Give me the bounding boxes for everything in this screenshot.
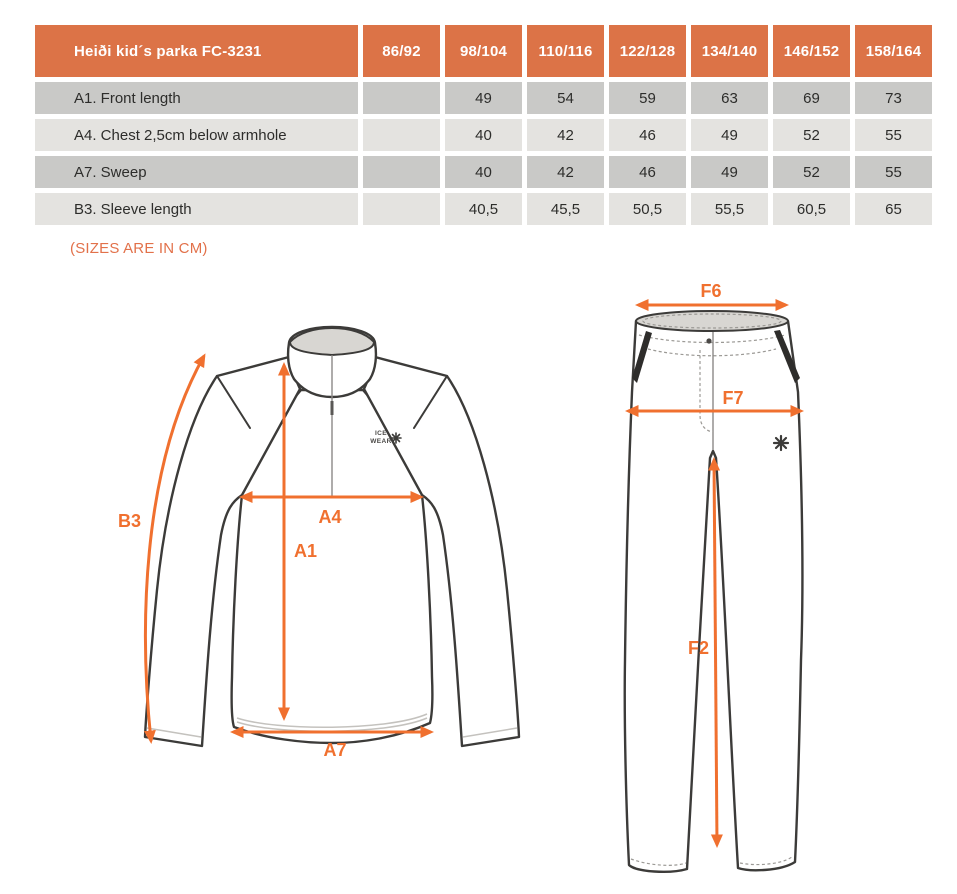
pants-diagram: F6 F7 F2	[623, 281, 804, 873]
value-cell: 60,5	[773, 193, 850, 225]
column-header: 98/104	[445, 25, 522, 77]
measure-arrow-b3	[143, 353, 206, 744]
snowflake-icon	[390, 432, 402, 444]
value-cell: 55	[855, 156, 932, 188]
measure-arrow-f2	[708, 457, 723, 848]
pocket-right	[774, 330, 800, 383]
brand-logo-text: ICE	[375, 430, 387, 437]
value-cell: 49	[691, 156, 768, 188]
pocket-left	[632, 331, 652, 383]
waist-stitch	[642, 313, 782, 329]
value-cell	[363, 82, 440, 114]
value-cell: 55	[855, 119, 932, 151]
units-note: (SIZES ARE IN CM)	[70, 240, 208, 257]
measure-label-b3: B3	[118, 511, 141, 531]
value-cell: 40	[445, 156, 522, 188]
brand-logo-text: WEAR	[370, 438, 391, 445]
shoulder-seam-right	[413, 375, 448, 429]
value-cell: 49	[691, 119, 768, 151]
row-label: B3. Sleeve length	[35, 193, 358, 225]
shirt-diagram: ICE WEAR B3 A4 A1 A7	[118, 325, 521, 760]
cuff-stitch-right	[462, 727, 518, 738]
measure-label-a7: A7	[323, 740, 346, 760]
value-cell: 55,5	[691, 193, 768, 225]
waist-opening	[635, 310, 789, 332]
shoulder-seam-left	[216, 375, 251, 429]
value-cell: 59	[609, 82, 686, 114]
waist-button	[706, 338, 712, 344]
value-cell: 46	[609, 119, 686, 151]
column-header: 134/140	[691, 25, 768, 77]
table-title: Heiði kid´s parka FC-3231	[35, 25, 358, 77]
value-cell: 50,5	[609, 193, 686, 225]
size-table: Heiði kid´s parka FC-3231 86/92 98/104 1…	[35, 25, 932, 225]
value-cell: 45,5	[527, 193, 604, 225]
column-header: 86/92	[363, 25, 440, 77]
column-header: 122/128	[609, 25, 686, 77]
measure-label-a4: A4	[318, 507, 341, 527]
value-cell: 42	[527, 156, 604, 188]
value-cell: 49	[445, 82, 522, 114]
value-cell	[363, 119, 440, 151]
measure-label-a1: A1	[294, 541, 317, 561]
waistband-stitch	[647, 348, 777, 357]
value-cell: 40,5	[445, 193, 522, 225]
value-cell: 46	[609, 156, 686, 188]
row-label: A4. Chest 2,5cm below armhole	[35, 119, 358, 151]
snowflake-icon	[772, 434, 790, 452]
row-label: A7. Sweep	[35, 156, 358, 188]
value-cell: 40	[445, 119, 522, 151]
value-cell: 69	[773, 82, 850, 114]
value-cell: 42	[527, 119, 604, 151]
value-cell	[363, 193, 440, 225]
measure-label-f7: F7	[722, 388, 743, 408]
waistband-stitch	[638, 334, 786, 344]
value-cell: 52	[773, 156, 850, 188]
column-header: 110/116	[527, 25, 604, 77]
column-header: 146/152	[773, 25, 850, 77]
row-label: A1. Front length	[35, 82, 358, 114]
value-cell: 73	[855, 82, 932, 114]
collar-inner	[288, 326, 376, 357]
value-cell: 65	[855, 193, 932, 225]
column-header: 158/164	[855, 25, 932, 77]
value-cell: 52	[773, 119, 850, 151]
value-cell: 63	[691, 82, 768, 114]
value-cell	[363, 156, 440, 188]
value-cell: 54	[527, 82, 604, 114]
measure-label-f2: F2	[688, 638, 709, 658]
measure-label-f6: F6	[700, 281, 721, 301]
